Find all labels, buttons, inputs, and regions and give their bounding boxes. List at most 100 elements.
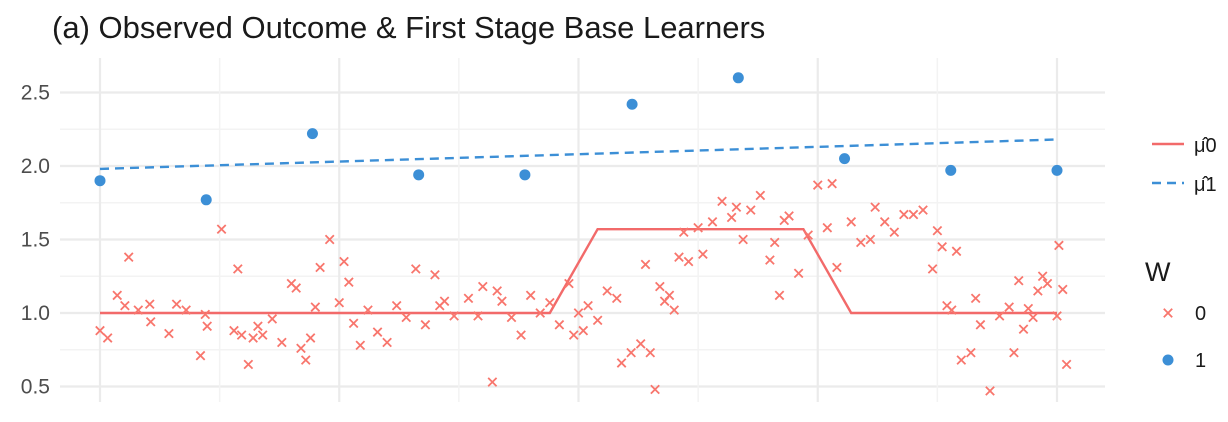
data-point-w0 [315,262,325,273]
data-point-w0 [164,328,174,339]
data-point-w0 [1042,278,1053,289]
data-point-w0 [678,227,689,237]
data-point-w0 [430,269,440,280]
data-point-w0 [803,230,814,240]
legend: μ̂0 μ̂1 W 0 1 [1145,135,1217,372]
data-point-w0 [477,281,488,292]
data-point-w0 [568,330,579,340]
data-point-w0 [564,278,574,289]
data-point-w0 [276,337,287,348]
data-point-w0 [738,234,748,245]
data-point-w0 [664,290,675,301]
data-point-w0 [310,302,321,312]
data-point-w0 [985,386,995,396]
data-point-w0 [229,325,239,336]
data-point-w0 [339,256,349,267]
data-point-w1 [413,169,425,181]
data-point-w0 [592,315,603,326]
data-point-w0 [181,305,191,315]
data-point-w0 [410,264,421,274]
y-tick-label: 1.5 [21,229,50,252]
data-point-w0 [544,297,555,308]
data-point-w0 [918,205,928,215]
data-point-w0 [554,319,565,330]
data-point-w0 [755,190,766,201]
data-point-w0 [769,237,780,248]
data-point-w0 [1009,347,1019,358]
data-point-w0 [525,290,536,301]
data-point-w0 [966,347,976,358]
data-point-w0 [717,196,727,207]
data-point-w0 [865,234,876,245]
data-point-w0 [583,300,593,311]
data-point-w0 [946,305,957,315]
data-point-w0 [492,286,502,296]
data-point-w1 [200,194,212,206]
data-point-w0 [267,314,278,324]
data-point-w0 [1052,311,1062,321]
data-point-w1 [306,128,318,140]
data-point-w0 [846,217,857,227]
data-point-w0 [236,330,247,340]
data-point-w0 [291,283,302,293]
data-point-w0 [899,209,909,220]
data-point-w0 [937,242,947,252]
data-point-w0 [707,217,718,227]
data-point-w0 [611,293,622,304]
data-point-w0 [731,202,742,212]
data-point-w1 [94,175,106,187]
data-point-w0 [372,327,383,337]
data-point-w0 [420,319,431,330]
data-point-w0 [956,355,967,365]
data-point-w0 [1028,312,1038,323]
data-point-w0 [827,178,837,189]
data-point-w0 [401,312,412,323]
y-tick-label: 2.5 [21,82,50,105]
data-point-w0 [123,252,134,262]
data-point-w0 [1033,286,1043,296]
data-point-w0 [640,259,651,270]
data-point-w0 [296,343,306,354]
data-point-w0 [334,297,345,308]
data-point-w1 [945,164,957,176]
data-point-w0 [171,299,182,310]
data-point-w0 [1013,275,1024,286]
data-point-w0 [363,305,373,315]
data-point-w0 [655,281,665,292]
data-point-w0 [1037,271,1048,282]
y-tick-label: 1.0 [21,302,50,325]
data-point-w0 [1054,240,1064,251]
data-point-w0 [202,321,213,332]
data-point-w0 [650,384,660,395]
data-point-w0 [343,277,354,287]
data-point-w0 [144,299,155,310]
data-point-w0 [216,224,227,235]
data-point-w0 [1061,359,1072,370]
data-point-w0 [812,180,823,190]
data-point-w0 [195,350,206,361]
chart-title: (a) Observed Outcome & First Stage Base … [52,10,766,45]
data-point-w0 [112,290,123,301]
data-point-w0 [463,293,474,304]
data-point-w0 [95,325,105,336]
data-point-w0 [645,347,656,358]
data-point-w0 [765,255,775,265]
data-point-w0 [669,305,680,315]
data-point-w0 [243,359,254,370]
legend-label-mu0: μ̂0 [1194,135,1217,157]
data-point-w0 [870,202,881,212]
y-tick-label: 0.5 [21,376,50,399]
legend-label-mu1: μ̂1 [1194,174,1217,196]
data-points [94,72,1072,396]
data-point-w0 [133,305,144,315]
data-point-w0 [497,296,507,307]
legend-label-w0: 0 [1195,303,1206,325]
data-point-w0 [855,237,866,248]
data-point-w0 [616,358,627,368]
data-point-w1 [626,98,638,110]
data-point-w0 [822,222,833,233]
data-point-w0 [745,205,756,215]
data-point-w0 [578,325,589,336]
data-point-w1 [1051,164,1063,176]
y-axis-ticks: 0.5 1.0 1.5 2.0 2.5 [21,82,50,399]
